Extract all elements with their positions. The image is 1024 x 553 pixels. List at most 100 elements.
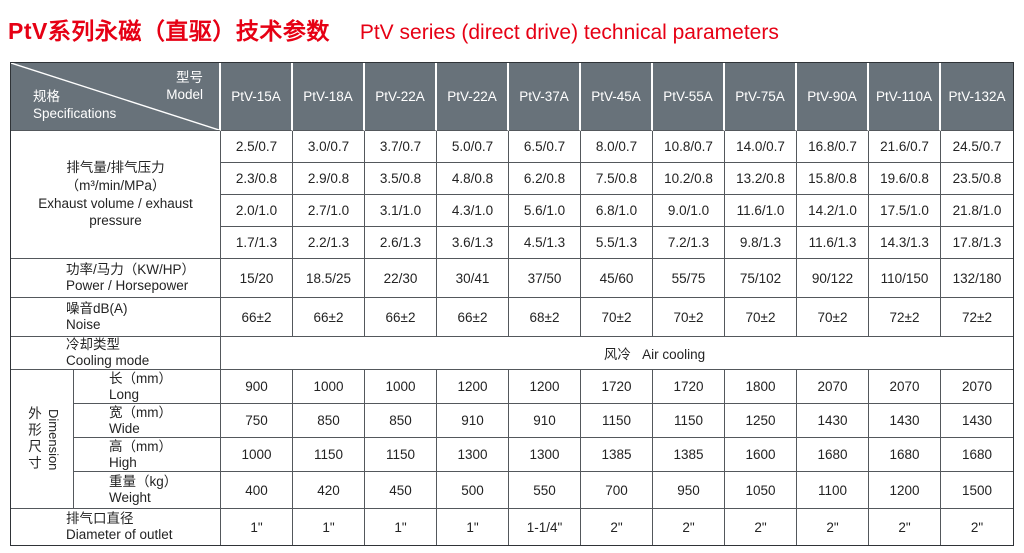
value-cell: 3.5/0.8 [365, 163, 437, 195]
dimension-group-label: 外形尺寸 Dimension [11, 406, 73, 472]
value-cell: 6.2/0.8 [509, 163, 581, 195]
value-cell: 700 [581, 472, 653, 510]
outlet-row: 排气口直径 Diameter of outlet 1" 1" 1" 1" 1-1… [11, 509, 1013, 546]
value-cell: 1050 [725, 472, 797, 510]
value-cell: 70±2 [653, 298, 725, 337]
value-cell: 2070 [869, 370, 941, 405]
value-cell: 23.5/0.8 [941, 163, 1013, 195]
value-cell: 1680 [869, 438, 941, 473]
value-cell: 13.2/0.8 [725, 163, 797, 195]
cooling-row: 冷却类型 Cooling mode 风冷 Air cooling [11, 337, 1013, 371]
value-cell: 2.3/0.8 [221, 163, 293, 195]
value-cell: 3.7/0.7 [365, 131, 437, 163]
value-cell: 1" [365, 509, 437, 546]
value-cell: 6.5/0.7 [509, 131, 581, 163]
value-cell: 2.9/0.8 [293, 163, 365, 195]
dimension-sublabel-wide: 宽（mm） Wide [74, 404, 221, 439]
value-cell: 2" [725, 509, 797, 546]
dimension-group-zh: 外形尺寸 [26, 406, 41, 473]
value-cell: 1800 [725, 370, 797, 405]
exhaust-row-1: 排气量/排气压力 （m³/min/MPa） Exhaust volume / e… [11, 131, 1013, 259]
wide-label-en: Wide [109, 420, 140, 436]
model-header: PtV-75A [725, 63, 797, 131]
exhaust-row-2: 2.3/0.8 2.9/0.8 3.5/0.8 4.8/0.8 6.2/0.8 … [11, 163, 1013, 195]
value-cell: 16.8/0.7 [797, 131, 869, 163]
value-cell: 500 [437, 472, 509, 510]
value-cell: 45/60 [581, 259, 653, 298]
value-cell: 7.2/1.3 [653, 227, 725, 259]
value-cell: 2.6/1.3 [365, 227, 437, 259]
exhaust-label-en: Exhaust volume / exhaust pressure [38, 195, 193, 229]
spec-table: 型号 Model 规格 Specifications PtV-15A PtV-1… [10, 62, 1014, 547]
cooling-label-en: Cooling mode [66, 353, 150, 369]
power-row: 功率/马力（KW/HP） Power / Horsepower 15/20 18… [11, 259, 1013, 298]
weight-label-en: Weight [109, 490, 151, 506]
noise-label-en: Noise [66, 317, 101, 332]
value-cell: 72±2 [941, 298, 1013, 337]
value-cell: 5.5/1.3 [581, 227, 653, 259]
value-cell: 1100 [797, 472, 869, 510]
value-cell: 6.8/1.0 [581, 195, 653, 227]
corner-model-en: Model [166, 86, 203, 102]
value-cell: 2.0/1.0 [221, 195, 293, 227]
value-cell: 900 [221, 370, 293, 405]
value-cell: 4.8/0.8 [437, 163, 509, 195]
dimension-sublabel-long: 长（mm） Long [74, 370, 221, 405]
value-cell: 4.3/1.0 [437, 195, 509, 227]
value-cell: 19.6/0.8 [869, 163, 941, 195]
value-cell: 420 [293, 472, 365, 510]
outlet-row-label: 排气口直径 Diameter of outlet [11, 509, 221, 546]
noise-row-label: 噪音dB(A) Noise [11, 298, 221, 337]
value-cell: 1150 [365, 438, 437, 473]
value-cell: 3.6/1.3 [437, 227, 509, 259]
value-cell: 910 [509, 404, 581, 439]
power-label-zh: 功率/马力（KW/HP） [66, 261, 196, 277]
value-cell: 21.8/1.0 [941, 195, 1013, 227]
value-cell: 3.1/1.0 [365, 195, 437, 227]
value-cell: 72±2 [869, 298, 941, 337]
value-cell: 1385 [653, 438, 725, 473]
value-cell: 1" [437, 509, 509, 546]
outlet-label-en: Diameter of outlet [66, 527, 173, 543]
value-cell: 132/180 [941, 259, 1013, 298]
power-row-label: 功率/马力（KW/HP） Power / Horsepower [11, 259, 221, 298]
dimension-sublabel-high: 高（mm） High [74, 438, 221, 473]
value-cell: 14.2/1.0 [797, 195, 869, 227]
value-cell: 9.0/1.0 [653, 195, 725, 227]
model-header: PtV-45A [581, 63, 653, 131]
wide-label-zh: 宽（mm） [109, 404, 172, 420]
value-cell: 1200 [437, 370, 509, 405]
value-cell: 1200 [869, 472, 941, 510]
value-cell: 10.2/0.8 [653, 163, 725, 195]
corner-cell: 型号 Model 规格 Specifications [11, 63, 221, 131]
value-cell: 17.8/1.3 [941, 227, 1013, 259]
dimension-row-weight: 重量（kg） Weight 400 420 450 500 550 700 95… [11, 472, 1013, 510]
value-cell: 90/122 [797, 259, 869, 298]
value-cell: 1300 [509, 438, 581, 473]
value-cell: 2.5/0.7 [221, 131, 293, 163]
value-cell: 30/41 [437, 259, 509, 298]
value-cell: 750 [221, 404, 293, 439]
value-cell: 850 [365, 404, 437, 439]
exhaust-row-3: 2.0/1.0 2.7/1.0 3.1/1.0 4.3/1.0 5.6/1.0 … [11, 195, 1013, 227]
value-cell: 4.5/1.3 [509, 227, 581, 259]
exhaust-row-label: 排气量/排气压力 （m³/min/MPa） Exhaust volume / e… [11, 131, 221, 259]
value-cell: 1500 [941, 472, 1013, 510]
value-cell: 2.2/1.3 [293, 227, 365, 259]
dimension-group-cell: 外形尺寸 Dimension [11, 370, 74, 510]
value-cell: 2" [869, 509, 941, 546]
exhaust-label-zh: 排气量/排气压力 [66, 160, 165, 176]
noise-row: 噪音dB(A) Noise 66±2 66±2 66±2 66±2 68±2 7… [11, 298, 1013, 337]
value-cell: 18.5/25 [293, 259, 365, 298]
value-cell: 11.6/1.3 [797, 227, 869, 259]
value-cell: 15/20 [221, 259, 293, 298]
value-cell: 2" [653, 509, 725, 546]
value-cell: 14.0/0.7 [725, 131, 797, 163]
model-header: PtV-37A [509, 63, 581, 131]
value-cell: 66±2 [365, 298, 437, 337]
value-cell: 11.6/1.0 [725, 195, 797, 227]
value-cell: 850 [293, 404, 365, 439]
value-cell: 400 [221, 472, 293, 510]
value-cell: 1150 [293, 438, 365, 473]
